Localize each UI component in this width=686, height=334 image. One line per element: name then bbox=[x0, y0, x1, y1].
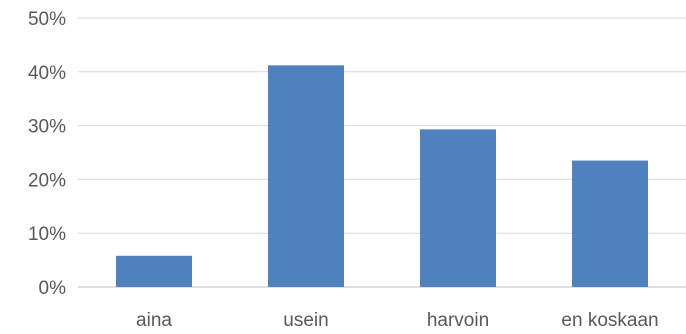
x-tick-label: harvoin bbox=[427, 310, 489, 329]
x-tick-label: usein bbox=[283, 310, 328, 329]
y-tick-label: 20% bbox=[28, 170, 66, 191]
x-tick-label: en koskaan bbox=[561, 310, 658, 329]
y-tick-label: 0% bbox=[39, 278, 67, 299]
bar-aina bbox=[116, 255, 192, 287]
x-tick-label: aina bbox=[136, 310, 172, 329]
y-tick-label: 30% bbox=[28, 117, 66, 138]
y-tick-label: 50% bbox=[28, 9, 66, 30]
bar-en-koskaan bbox=[572, 160, 648, 287]
y-tick-label: 40% bbox=[28, 63, 66, 84]
bar-usein bbox=[268, 65, 344, 288]
y-tick-label: 10% bbox=[28, 224, 66, 245]
bar-harvoin bbox=[420, 129, 496, 287]
